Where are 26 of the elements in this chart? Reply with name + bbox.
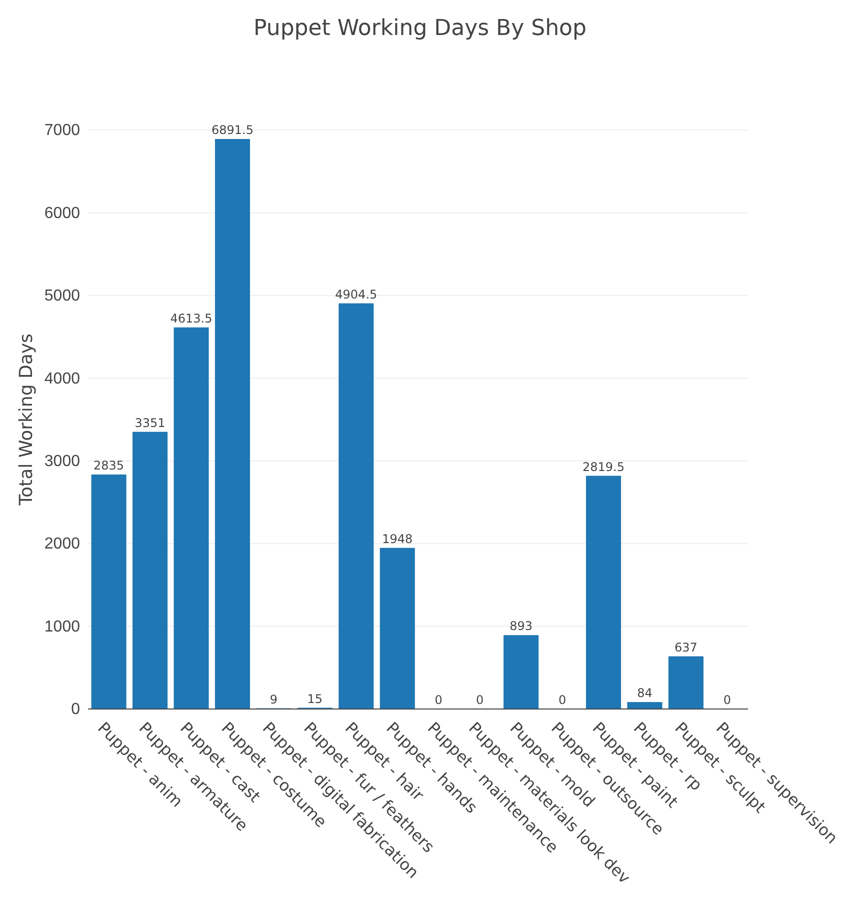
data-label: 4613.5 (170, 311, 212, 326)
data-label: 9 (270, 692, 278, 706)
y-tick-label: 2000 (44, 536, 80, 553)
y-tick-label: 1000 (44, 618, 80, 636)
data-label: 2835 (94, 458, 124, 473)
data-label: 15 (307, 692, 323, 706)
data-label: 0 (723, 693, 731, 707)
y-tick-label: 7000 (44, 122, 80, 140)
data-label: 0 (558, 693, 566, 707)
data-label: 1948 (382, 532, 413, 546)
y-tick-label: 0 (71, 701, 80, 718)
y-axis-title: Total Working Days (16, 334, 37, 506)
data-label: 6891.5 (211, 122, 254, 137)
chart-title: Puppet Working Days By Shop (254, 16, 586, 41)
data-label: 893 (510, 619, 533, 634)
data-label: 84 (637, 686, 652, 700)
y-tick-label: 3000 (44, 452, 80, 470)
data-label: 3351 (134, 416, 166, 430)
data-label: 2819.5 (582, 460, 625, 474)
data-label: 0 (476, 693, 484, 707)
y-tick-label: 5000 (44, 288, 80, 305)
data-label: 4904.5 (335, 287, 378, 302)
data-label: 637 (674, 640, 698, 654)
y-tick-label: 4000 (44, 370, 80, 388)
data-label: 0 (434, 693, 442, 707)
y-tick-label: 6000 (44, 204, 80, 222)
